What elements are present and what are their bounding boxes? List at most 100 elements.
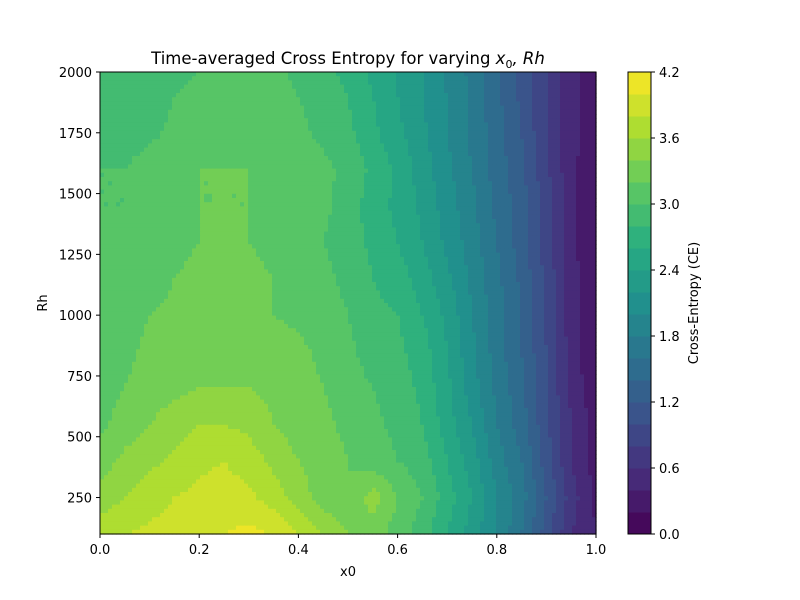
heatmap-cell — [248, 143, 253, 149]
heatmap-cell — [536, 126, 541, 132]
heatmap-cell — [364, 198, 369, 203]
heatmap-cell — [440, 223, 445, 228]
heatmap-cell — [296, 139, 301, 144]
heatmap-cell — [384, 143, 389, 149]
heatmap-cell — [140, 181, 145, 186]
heatmap-cell — [232, 164, 237, 170]
heatmap-cell — [104, 88, 109, 94]
heatmap-cell — [400, 147, 405, 153]
heatmap-cell — [220, 214, 225, 220]
heatmap-cell — [244, 219, 249, 224]
heatmap-cell — [276, 109, 281, 115]
heatmap-cell — [540, 122, 545, 128]
heatmap-cell — [308, 97, 313, 102]
heatmap-cell — [376, 151, 381, 157]
heatmap-cell — [228, 206, 233, 212]
heatmap-cell — [264, 143, 269, 149]
heatmap-cell — [288, 93, 293, 98]
heatmap-cell — [308, 156, 313, 161]
heatmap-cell — [332, 193, 337, 199]
heatmap-cell — [272, 185, 277, 191]
heatmap-cell — [488, 227, 493, 233]
heatmap-cell — [356, 130, 361, 136]
heatmap-cell — [316, 122, 321, 128]
heatmap-cell — [192, 172, 197, 178]
heatmap-cell — [304, 72, 309, 77]
heatmap-cell — [464, 235, 469, 241]
heatmap-cell — [212, 235, 217, 241]
heatmap-cell — [184, 93, 189, 98]
heatmap-cell — [320, 118, 325, 123]
heatmap-cell — [416, 219, 421, 224]
heatmap-cell — [588, 231, 593, 237]
heatmap-cell — [564, 151, 569, 157]
heatmap-cell — [368, 223, 373, 228]
heatmap-cell — [504, 84, 509, 90]
heatmap-cell — [520, 76, 525, 81]
heatmap-cell — [396, 227, 401, 233]
heatmap-cell — [252, 156, 257, 161]
heatmap-cell — [436, 122, 441, 128]
heatmap-cell — [148, 76, 153, 81]
heatmap-cell — [588, 114, 593, 119]
heatmap-cell — [496, 202, 501, 207]
heatmap-cell — [120, 231, 125, 237]
heatmap-cell — [136, 151, 141, 157]
heatmap-cell — [548, 189, 553, 195]
heatmap-cell — [312, 214, 317, 220]
heatmap-cell — [460, 147, 465, 153]
heatmap-cell — [236, 109, 241, 115]
heatmap-cell — [344, 76, 349, 81]
heatmap-cell — [540, 93, 545, 98]
heatmap-cell — [524, 235, 529, 241]
heatmap-cell — [392, 177, 397, 182]
heatmap-cell — [460, 185, 465, 191]
heatmap-cell — [552, 105, 557, 111]
heatmap-cell — [564, 185, 569, 191]
heatmap-cell — [424, 168, 429, 174]
heatmap-cell — [144, 198, 149, 203]
heatmap-cell — [300, 181, 305, 186]
heatmap-cell — [200, 97, 205, 102]
heatmap-cell — [212, 126, 217, 132]
heatmap-cell — [104, 84, 109, 90]
heatmap-cell — [268, 80, 273, 86]
heatmap-cell — [464, 198, 469, 203]
heatmap-cell — [484, 118, 489, 123]
heatmap-cell — [496, 130, 501, 136]
heatmap-cell — [196, 139, 201, 144]
heatmap-cell — [412, 97, 417, 102]
heatmap-cell — [444, 227, 449, 233]
heatmap-cell — [332, 202, 337, 207]
heatmap-cell — [412, 93, 417, 98]
heatmap-cell — [440, 72, 445, 77]
heatmap-cell — [584, 88, 589, 94]
heatmap-cell — [224, 156, 229, 161]
heatmap-cell — [420, 231, 425, 237]
heatmap-cell — [316, 72, 321, 77]
heatmap-cell — [156, 214, 161, 220]
heatmap-cell — [512, 118, 517, 123]
heatmap-cell — [384, 88, 389, 94]
heatmap-cell — [448, 135, 453, 140]
heatmap-cell — [336, 101, 341, 107]
heatmap-cell — [292, 114, 297, 119]
heatmap-cell — [396, 193, 401, 199]
heatmap-cell — [228, 105, 233, 111]
heatmap-cell — [448, 139, 453, 144]
heatmap-cell — [144, 93, 149, 98]
heatmap-cell — [252, 219, 257, 224]
heatmap-cell — [476, 151, 481, 157]
heatmap-cell — [524, 227, 529, 233]
heatmap-cell — [452, 189, 457, 195]
heatmap-cell — [160, 118, 165, 123]
heatmap-cell — [200, 118, 205, 123]
heatmap-cell — [372, 139, 377, 144]
heatmap-cell — [252, 139, 257, 144]
heatmap-cell — [388, 72, 393, 77]
heatmap-cell — [312, 97, 317, 102]
heatmap-cell — [340, 126, 345, 132]
heatmap-cell — [492, 101, 497, 107]
heatmap-cell — [224, 223, 229, 228]
heatmap-cell — [360, 214, 365, 220]
